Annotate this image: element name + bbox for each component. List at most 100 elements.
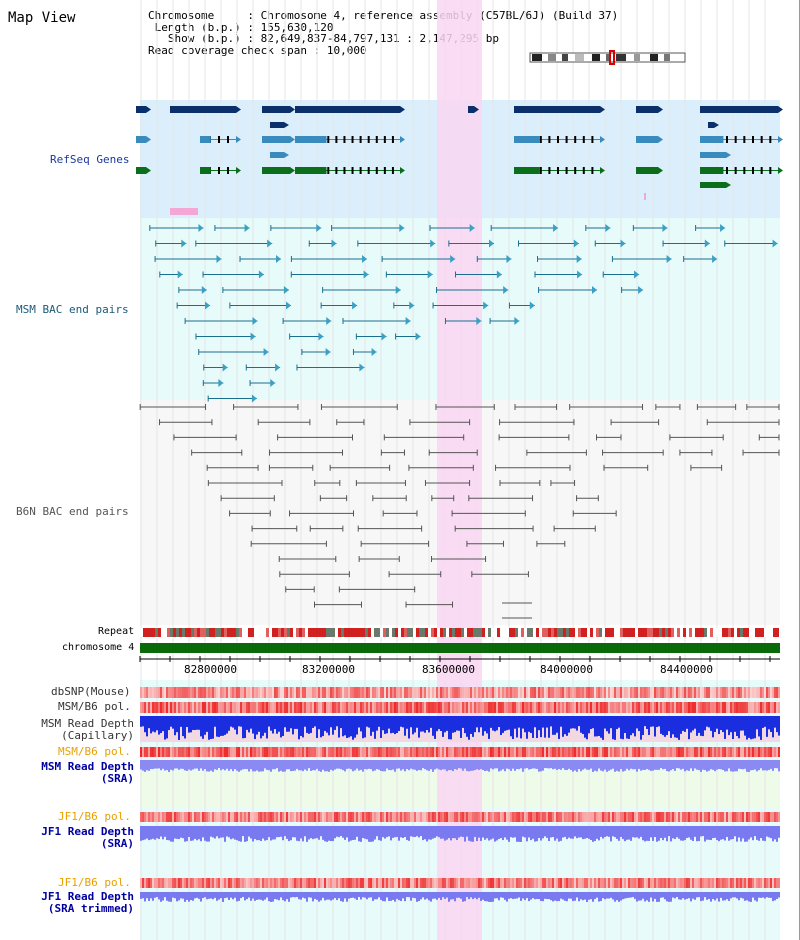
polymorphism-cell xyxy=(358,702,360,713)
polymorphism-cell xyxy=(320,747,322,757)
jf1-depth-sra-track-label[interactable]: JF1 Read Depth (SRA) xyxy=(36,826,134,850)
polymorphism-cell xyxy=(668,747,670,757)
read-depth-bar xyxy=(388,716,390,729)
polymorphism-cell xyxy=(246,878,248,888)
repeat-element xyxy=(662,628,665,637)
polymorphism-cell xyxy=(240,747,242,757)
jf1-b6-pol-track-label[interactable]: JF1/B6 pol. xyxy=(58,810,131,823)
polymorphism-cell xyxy=(366,747,368,757)
polymorphism-cell xyxy=(432,687,434,698)
repeat-element xyxy=(365,628,368,637)
dbsnp-track-label[interactable]: dbSNP(Mouse) xyxy=(51,685,131,698)
polymorphism-cell xyxy=(364,747,366,757)
read-depth-bar xyxy=(690,760,692,769)
msm-b6-pol-2-track-label[interactable]: MSM/B6 pol. xyxy=(58,745,131,758)
polymorphism-cell xyxy=(372,687,374,698)
polymorphism-cell xyxy=(612,747,614,757)
polymorphism-cell xyxy=(752,747,754,757)
polymorphism-cell xyxy=(670,812,672,822)
jf1-depth-trim-track-label[interactable]: JF1 Read Depth (SRA trimmed) xyxy=(36,891,134,915)
polymorphism-cell xyxy=(712,812,714,822)
read-depth-bar xyxy=(530,716,532,733)
read-depth-bar xyxy=(380,760,382,771)
read-depth-bar xyxy=(558,760,560,770)
gene-arrow xyxy=(284,122,289,128)
polymorphism-cell xyxy=(480,812,482,822)
polymorphism-cell xyxy=(224,702,226,713)
ideogram-band xyxy=(616,54,626,61)
read-depth-bar xyxy=(570,716,572,729)
polymorphism-cell xyxy=(708,812,710,822)
polymorphism-cell xyxy=(756,702,758,713)
polymorphism-cell xyxy=(380,812,382,822)
repeat-element xyxy=(242,628,245,637)
read-depth-bar xyxy=(632,716,634,734)
read-depth-bar xyxy=(760,892,762,898)
read-depth-bar xyxy=(298,892,300,900)
read-depth-bar xyxy=(462,760,464,771)
polymorphism-cell xyxy=(570,747,572,757)
polymorphism-cell xyxy=(208,687,210,698)
msm-bac-track-label[interactable]: MSM BAC end pairs xyxy=(16,303,129,316)
read-depth-bar xyxy=(614,826,616,838)
read-depth-bar xyxy=(688,892,690,899)
msm-bac-arrow xyxy=(222,363,228,372)
polymorphism-cell xyxy=(420,702,422,713)
polymorphism-cell xyxy=(600,747,602,757)
refseq-track-label[interactable]: RefSeq Genes xyxy=(50,153,130,166)
read-depth-bar xyxy=(712,826,714,839)
polymorphism-cell xyxy=(440,687,442,698)
read-depth-bar xyxy=(680,760,682,770)
repeat-element xyxy=(383,628,386,637)
polymorphism-cell xyxy=(162,812,164,822)
polymorphism-cell xyxy=(750,812,752,822)
read-depth-bar xyxy=(662,826,664,841)
repeat-element xyxy=(335,628,338,637)
polymorphism-cell xyxy=(564,878,566,888)
polymorphism-cell xyxy=(250,687,252,698)
polymorphism-cell xyxy=(334,702,336,713)
msm-b6-pol-track-label[interactable]: MSM/B6 pol. xyxy=(58,700,131,713)
read-depth-bar xyxy=(170,892,172,902)
jf1-b6-pol-2-track-label[interactable]: JF1/B6 pol. xyxy=(58,876,131,889)
read-depth-bar xyxy=(388,826,390,837)
polymorphism-cell xyxy=(494,747,496,757)
polymorphism-cell xyxy=(424,812,426,822)
read-depth-bar xyxy=(492,716,494,731)
polymorphism-cell xyxy=(478,702,480,713)
b6n-bac-track-label[interactable]: B6N BAC end pairs xyxy=(16,505,129,518)
polymorphism-cell xyxy=(508,747,510,757)
read-depth-bar xyxy=(618,826,620,841)
read-depth-bar xyxy=(682,716,684,731)
polymorphism-cell xyxy=(614,687,616,698)
repeat-element xyxy=(320,628,323,637)
read-depth-bar xyxy=(666,760,668,772)
read-depth-bar xyxy=(758,892,760,898)
polymorphism-cell xyxy=(346,747,348,757)
msm-depth-capillary-track-label[interactable]: MSM Read Depth (Capillary) xyxy=(36,718,134,742)
polymorphism-cell xyxy=(740,812,742,822)
read-depth-bar xyxy=(246,826,248,842)
polymorphism-cell xyxy=(776,747,778,757)
read-depth-bar xyxy=(768,760,770,770)
read-depth-bar xyxy=(692,760,694,771)
read-depth-bar xyxy=(570,892,572,899)
polymorphism-cell xyxy=(150,747,152,757)
polymorphism-cell xyxy=(714,812,716,822)
read-depth-bar xyxy=(472,716,474,737)
polymorphism-cell xyxy=(608,812,610,822)
read-depth-bar xyxy=(442,716,444,737)
repeat-element xyxy=(170,628,173,637)
polymorphism-cell xyxy=(340,812,342,822)
read-depth-bar xyxy=(594,716,596,737)
polymorphism-cell xyxy=(598,812,600,822)
polymorphism-cell xyxy=(722,878,724,888)
read-depth-bar xyxy=(420,760,422,771)
polymorphism-cell xyxy=(602,878,604,888)
msm-depth-sra-track-label[interactable]: MSM Read Depth (SRA) xyxy=(36,761,134,785)
gene-block xyxy=(514,106,600,113)
polymorphism-cell xyxy=(148,747,150,757)
polymorphism-cell xyxy=(454,878,456,888)
polymorphism-cell xyxy=(148,812,150,822)
